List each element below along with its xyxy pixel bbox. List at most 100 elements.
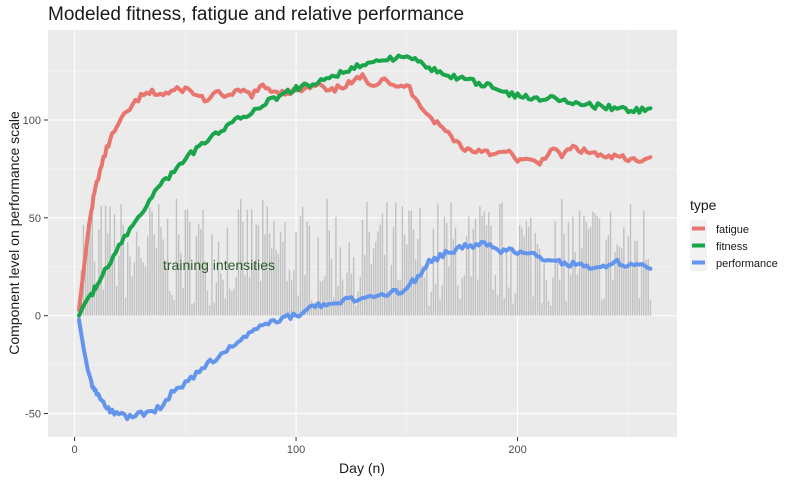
training-bar xyxy=(355,305,357,316)
training-bar xyxy=(623,227,625,316)
training-bar xyxy=(395,202,397,316)
legend: type fatigue fitness performance xyxy=(690,197,778,271)
training-bar xyxy=(501,202,503,316)
training-bar xyxy=(439,299,441,316)
training-bar xyxy=(228,288,231,316)
training-bar xyxy=(558,279,561,316)
training-bar xyxy=(346,272,348,316)
training-bar xyxy=(284,222,286,316)
training-bar xyxy=(474,218,477,316)
training-bar xyxy=(465,235,468,316)
training-bar xyxy=(605,240,607,316)
training-bar xyxy=(233,288,235,316)
training-bar xyxy=(333,297,335,316)
training-bar xyxy=(485,225,488,316)
training-bar xyxy=(614,252,616,316)
training-bar xyxy=(410,210,412,316)
training-bar xyxy=(352,257,355,316)
training-bar xyxy=(629,204,632,316)
training-bar xyxy=(242,221,244,316)
training-bar xyxy=(618,246,621,316)
training-bar xyxy=(169,291,171,316)
training-bar xyxy=(510,250,512,316)
training-bar xyxy=(302,207,304,316)
training-bar xyxy=(104,205,107,316)
training-bar xyxy=(213,302,215,316)
training-bar xyxy=(543,263,545,316)
training-bar xyxy=(308,225,311,316)
training-bar xyxy=(273,220,275,316)
training-bar xyxy=(368,231,370,316)
training-bar xyxy=(481,215,483,316)
training-bar xyxy=(541,303,543,316)
training-bar xyxy=(262,199,264,316)
training-bar xyxy=(184,209,187,316)
training-bar xyxy=(255,224,257,316)
training-bar xyxy=(457,285,459,316)
training-bar xyxy=(217,241,220,316)
training-bar xyxy=(640,265,643,316)
training-bar xyxy=(135,231,138,316)
training-bar xyxy=(519,225,521,316)
x-tick-label: 100 xyxy=(287,444,305,456)
training-bar xyxy=(222,279,224,316)
training-bar xyxy=(569,275,572,316)
training-bar xyxy=(107,233,109,316)
training-bar xyxy=(476,279,479,316)
training-bar xyxy=(293,270,295,316)
training-bar xyxy=(299,215,302,316)
training-bar xyxy=(204,261,206,316)
training-bar xyxy=(649,299,652,316)
legend-label-performance: performance xyxy=(716,258,778,270)
training-bar xyxy=(388,293,390,316)
training-bar xyxy=(297,295,299,316)
training-bar xyxy=(468,216,470,316)
training-bar xyxy=(140,258,142,316)
training-bar xyxy=(565,300,567,316)
legend-label-fatigue: fatigue xyxy=(716,224,749,236)
training-bar xyxy=(507,287,510,316)
training-bar xyxy=(330,259,333,316)
training-bar xyxy=(647,258,649,316)
training-bar xyxy=(306,221,308,316)
training-bar xyxy=(268,233,271,316)
training-bar xyxy=(527,226,530,316)
training-bar xyxy=(364,254,366,316)
training-bar xyxy=(366,201,368,316)
training-bar xyxy=(379,224,381,316)
training-bar xyxy=(399,279,401,316)
training-bar xyxy=(561,198,563,316)
training-bar xyxy=(191,304,193,316)
training-bar xyxy=(246,209,249,316)
training-bar xyxy=(461,277,463,316)
training-bar xyxy=(530,217,532,316)
training-bar xyxy=(589,226,592,316)
training-bar xyxy=(248,276,251,316)
training-bar xyxy=(89,229,91,316)
training-bar xyxy=(177,234,180,316)
training-bar xyxy=(164,266,167,316)
series-line-performance xyxy=(77,240,653,422)
training-bar xyxy=(266,206,268,316)
chart-title: Modeled fitness, fatigue and relative pe… xyxy=(48,4,465,25)
training-bar xyxy=(162,239,164,316)
training-bar xyxy=(426,268,428,316)
training-bar xyxy=(547,300,550,316)
training-bar xyxy=(408,210,410,316)
legend-title: type xyxy=(690,197,717,213)
training-bar xyxy=(572,216,574,316)
training-bar xyxy=(430,291,432,316)
training-bar xyxy=(118,255,120,316)
training-bar xyxy=(127,241,129,316)
training-bar xyxy=(581,248,583,316)
training-bar xyxy=(576,274,579,316)
y-tick-label: -50 xyxy=(25,409,41,421)
training-bar xyxy=(423,277,426,316)
training-bar xyxy=(403,234,406,316)
training-bar xyxy=(87,222,89,316)
training-bar xyxy=(419,208,421,316)
training-bar xyxy=(91,216,93,316)
training-bar xyxy=(253,263,255,316)
training-bar xyxy=(483,211,486,316)
